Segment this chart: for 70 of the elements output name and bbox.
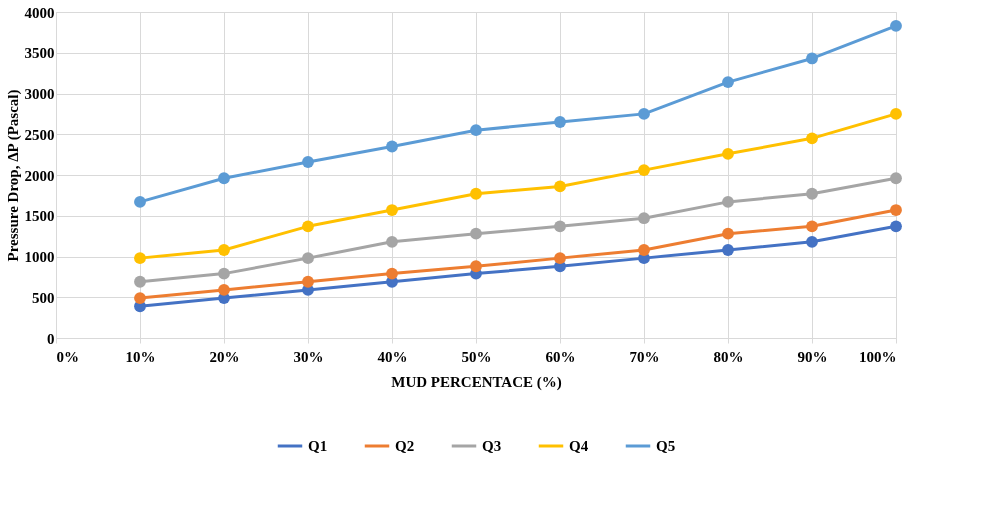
point xyxy=(554,116,566,128)
point xyxy=(218,267,230,280)
x-tick-label: 0% xyxy=(56,348,79,365)
point xyxy=(806,187,818,200)
point xyxy=(890,204,902,216)
y-tick-label: 500 xyxy=(32,289,55,306)
x-tick-label: 80% xyxy=(713,348,744,365)
point xyxy=(890,220,902,233)
point xyxy=(806,220,818,233)
y-tick-label: 4000 xyxy=(24,4,55,21)
x-tick-label: 60% xyxy=(545,348,576,365)
point xyxy=(386,267,398,280)
point xyxy=(722,76,734,88)
point xyxy=(722,227,734,240)
legend-label: Q3 xyxy=(482,438,502,454)
x-tick-label: 90% xyxy=(797,348,828,365)
point xyxy=(302,220,314,233)
point xyxy=(806,52,818,65)
point xyxy=(554,180,566,193)
point xyxy=(722,147,734,160)
y-tick-label: 3500 xyxy=(24,45,55,62)
point xyxy=(638,107,650,120)
point xyxy=(638,212,650,225)
point xyxy=(890,107,902,120)
y-tick-label: 2000 xyxy=(24,167,55,184)
point xyxy=(554,252,566,265)
point xyxy=(890,172,902,185)
y-tick-label: 1000 xyxy=(24,249,55,265)
point xyxy=(638,164,650,177)
legend-label: Q5 xyxy=(656,438,676,454)
point xyxy=(134,292,146,304)
point xyxy=(470,124,482,137)
point xyxy=(806,235,818,248)
point xyxy=(134,195,146,208)
y-tick-label: 0 xyxy=(47,330,55,347)
point xyxy=(218,172,230,185)
x-tick-label: 30% xyxy=(293,348,324,365)
x-tick-label: 40% xyxy=(377,348,408,365)
y-tick-label: 3000 xyxy=(24,86,55,102)
point xyxy=(386,140,398,153)
point xyxy=(386,235,398,248)
point xyxy=(806,132,818,145)
point xyxy=(554,220,566,233)
legend-label: Q4 xyxy=(569,438,589,454)
point xyxy=(218,244,230,256)
point xyxy=(302,156,314,168)
point xyxy=(134,252,146,265)
x-tick-label: 10% xyxy=(125,348,156,365)
point xyxy=(218,284,230,296)
point xyxy=(386,204,398,216)
y-axis-title: Pressure Drop, ΔP (Pascal) xyxy=(4,89,22,262)
x-tick-label: 20% xyxy=(209,348,240,365)
x-tick-label: 100% xyxy=(859,348,897,365)
x-axis-title: MUD PERCENTACE (%) xyxy=(391,373,562,391)
legend-label: Q2 xyxy=(395,438,415,454)
point xyxy=(722,244,734,256)
point xyxy=(134,275,146,288)
y-tick-label: 2500 xyxy=(24,126,55,143)
point xyxy=(470,260,482,273)
point xyxy=(470,227,482,240)
x-tick-label: 50% xyxy=(461,348,492,365)
y-tick-label: 1500 xyxy=(24,208,55,225)
point xyxy=(470,187,482,200)
point xyxy=(722,195,734,208)
point xyxy=(302,252,314,265)
point xyxy=(890,19,902,32)
point xyxy=(638,244,650,256)
point xyxy=(302,275,314,288)
legend-label: Q1 xyxy=(308,438,328,454)
x-tick-label: 70% xyxy=(629,348,660,365)
